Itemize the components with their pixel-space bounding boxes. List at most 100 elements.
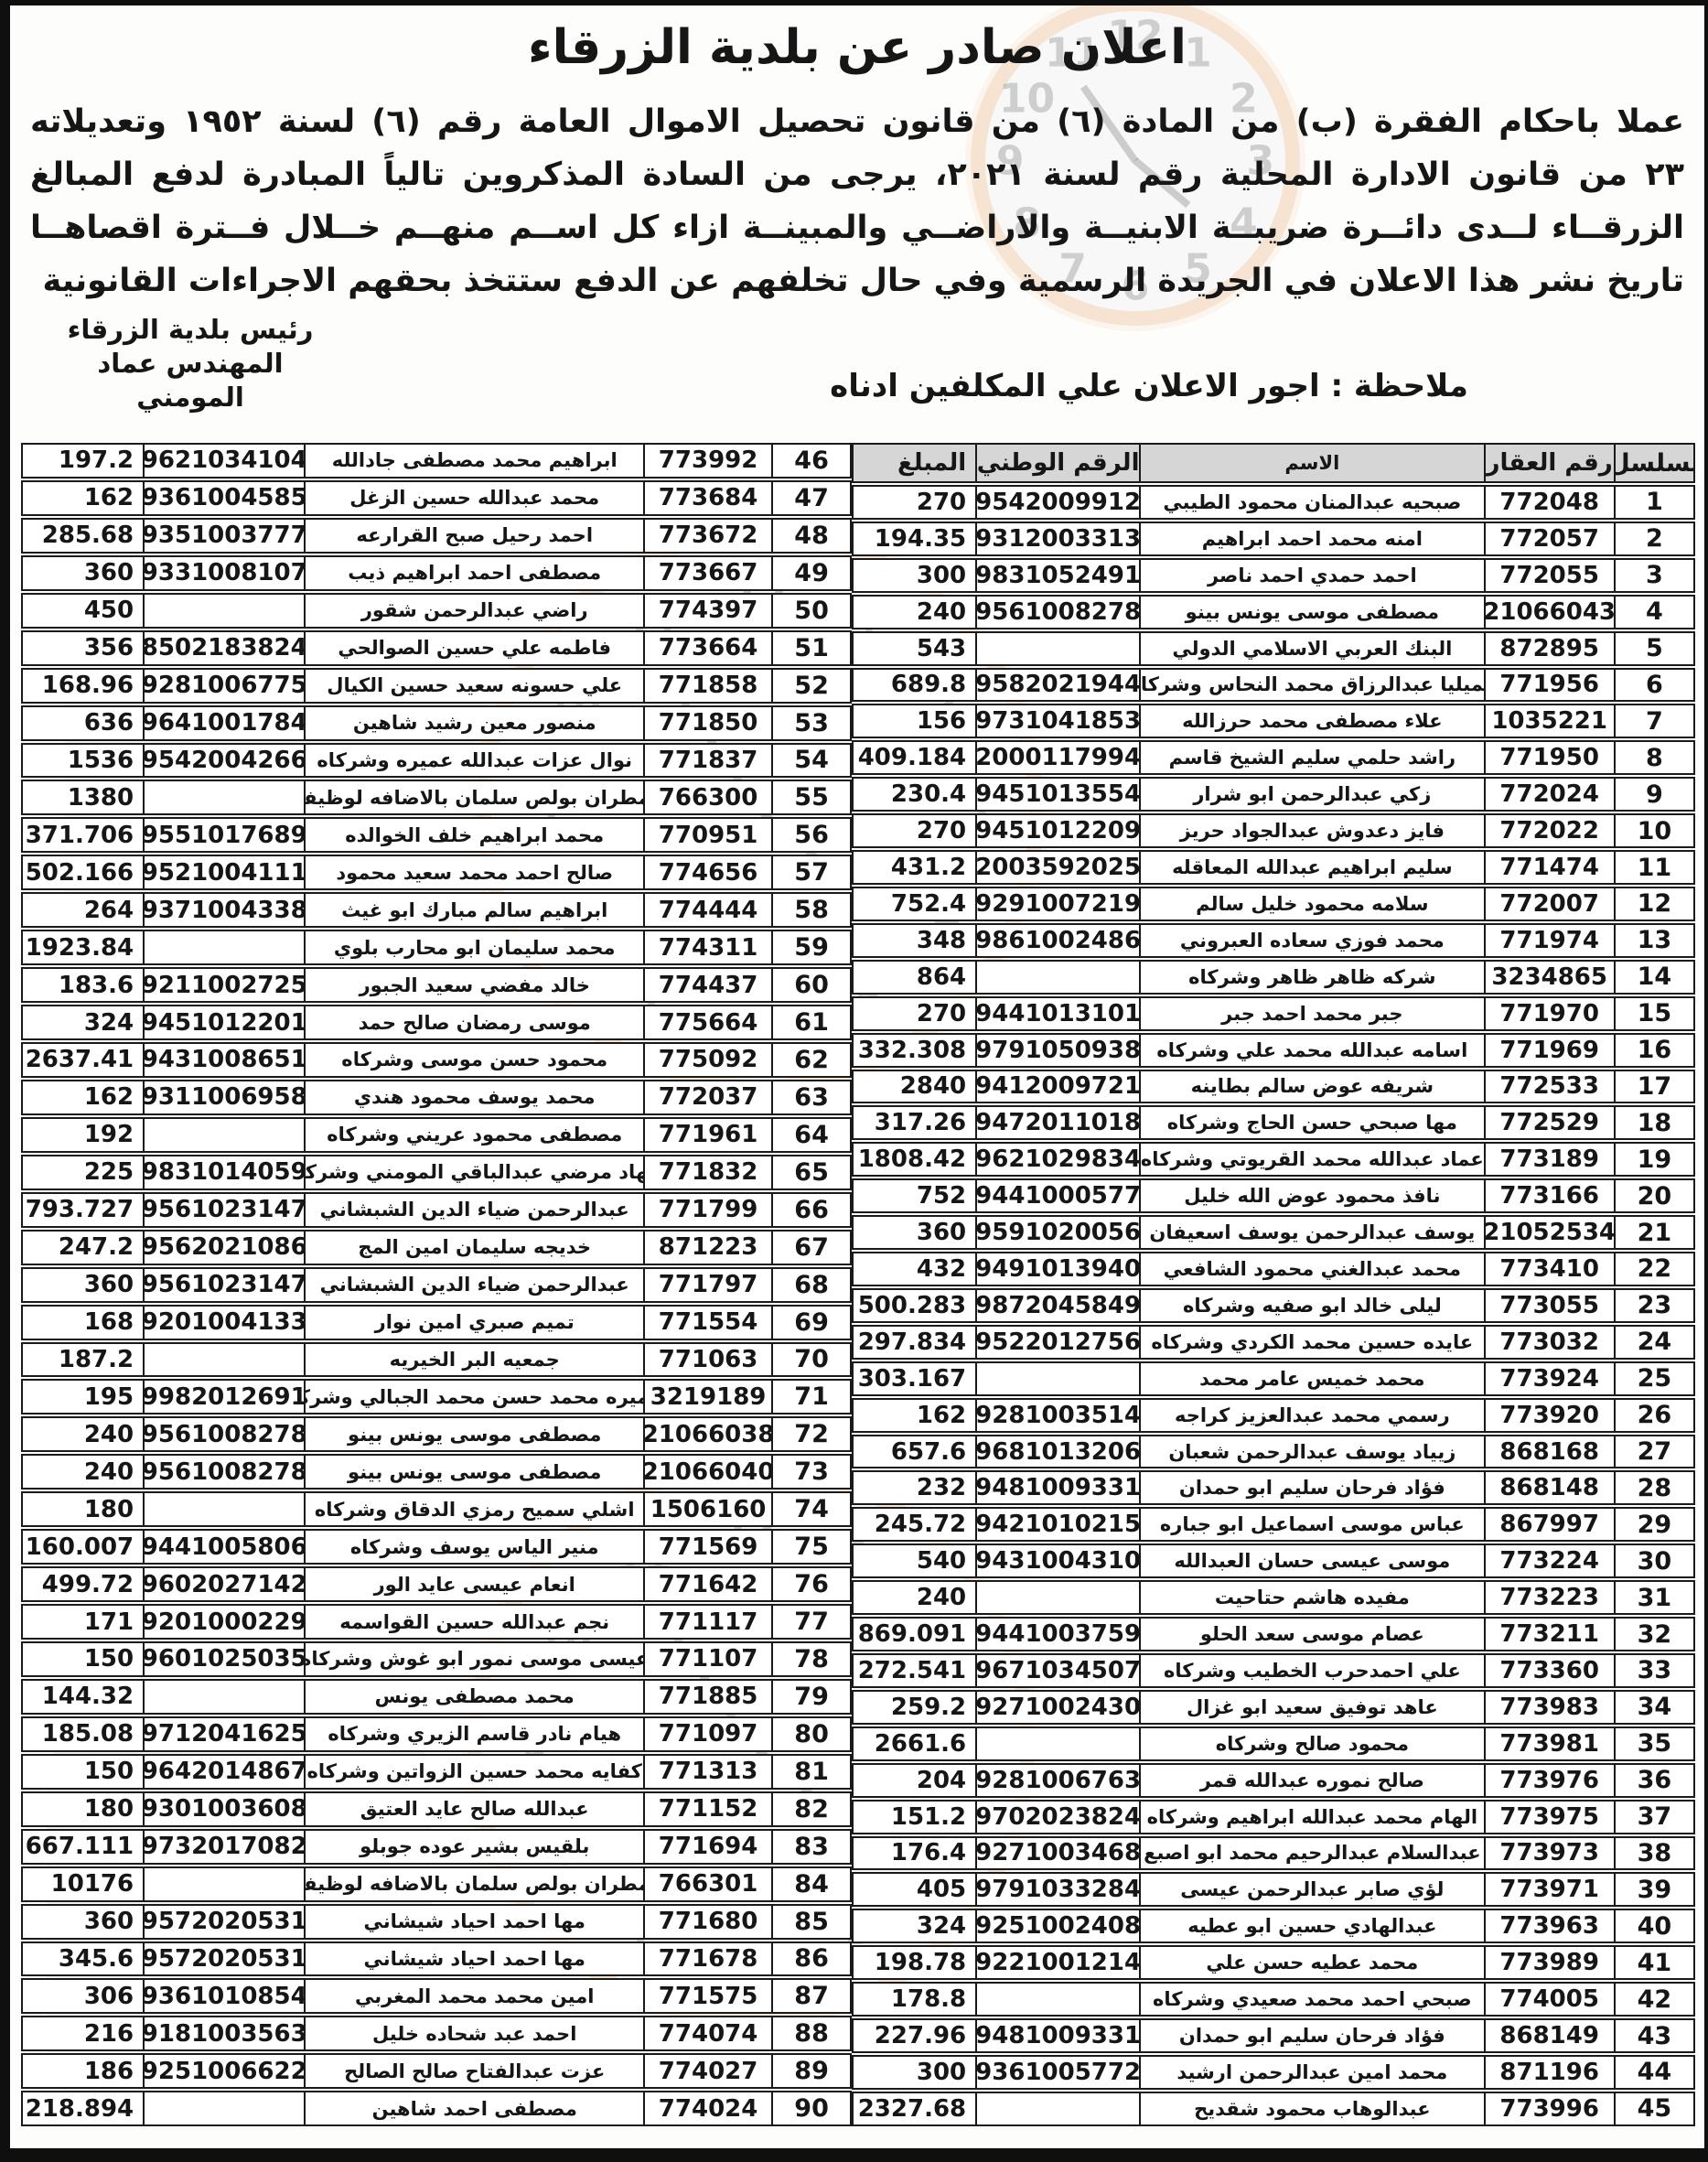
table-row: 17 772533 شريفه عوض سالم بطاينه 9412009721 2… [852,1069,1695,1104]
cell-property-number: 770951 [643,819,771,852]
header-cell-name: الاسم [1139,445,1484,481]
cell-national-id: 9521004111 [143,856,304,889]
cell-property-number: 773976 [1483,1764,1614,1796]
cell-name: امنه محمد احمد ابراهيم [1139,522,1483,554]
cell-national-id: 9271003468 [975,1837,1140,1869]
table-row: 15 771970 جبر محمد احمد جبر 9441013101 270 [852,995,1695,1031]
table-row: 48 773672 احمد رحيل صبح القرارعه 9351003777… [21,517,852,554]
cell-name: الهام محمد عبدالله ابراهيم وشركاه [1139,1801,1483,1833]
cell-name: كفايه محمد حسين الزواتين وشركاه [304,1755,643,1788]
cell-property-number: 772533 [1483,1070,1614,1103]
cell-name: اشلي سميح رمزي الدقاق وشركاه [304,1493,643,1526]
table-row: 28 868148 فؤاد فرحان سليم ابو حمدان 9481009… [852,1470,1695,1506]
cell-serial: 90 [771,2092,850,2125]
table-row: 72 21066038 مصطفى موسى يونس بينو 9561008278… [21,1416,852,1453]
cell-amount: 303.167 [857,1364,967,1393]
cell-amount: 540 [916,1547,967,1576]
table-row: 66 771799 عبدالرحمن ضياء الدين الشبشاني 956… [21,1191,852,1228]
cell-national-id: 9582021944 [975,669,1140,701]
cell-property-number: 773920 [1483,1399,1614,1431]
cell-serial: 63 [771,1081,850,1113]
cell-amount: 198.78 [874,1949,967,1977]
table-row: 52 771858 علي حسونه سعيد حسين الكيال 928100… [21,667,852,704]
cell-national-id: 9831052491 [975,559,1140,591]
cell-name: محمد فوزي سعاده العبروني [1139,924,1483,956]
cell-serial: 58 [771,894,850,927]
cell-name: راضي عبدالرحمن شقور [304,594,643,627]
cell-name: المطران بولص سلمان بالاضافه لوظيفته [304,781,643,814]
cell-name: مصطفى محمود عريني وشركاه [304,1118,643,1151]
cell-name: نافذ محمود عوض الله خليل [1139,1180,1483,1212]
cell-amount: 227.96 [874,2022,967,2050]
cell-property-number: 868149 [1483,2020,1614,2051]
cell-serial: 84 [771,1867,850,1900]
cell-name: مصطفى احمد ابراهيم ذيب [304,556,643,589]
cell-name: فؤاد فرحان سليم ابو حمدان [1139,2020,1483,2051]
cell-serial: 10 [1613,815,1693,847]
cell-name: عيسى موسى نمور ابو غوش وشركاه [304,1643,643,1675]
cell-amount: 180 [83,1795,134,1823]
cell-national-id: 9601025035 [143,1643,304,1675]
table-row: 713219189سميره محمد حسن محمد الجبالي وشر… [21,1379,852,1415]
cell-national-id [143,931,304,964]
table-row: 53 771850 منصور معين رشيد شاهين 9641001784 6… [21,705,852,741]
cell-amount: 667.111 [25,1833,134,1861]
cell-name: عبدالسلام عبدالرحيم محمد ابو اصبع [1139,1837,1483,1869]
cell-name: فايز دعدوش عبدالجواد حريز [1139,815,1483,847]
cell-serial: 33 [1613,1655,1693,1686]
cell-property-number: 771678 [643,1942,771,1975]
cell-amount: 2840 [899,1072,967,1101]
cell-property-number: 771956 [1483,669,1614,701]
cell-amount: 297.834 [857,1328,967,1356]
cell-name: محمود صالح وشركاه [1139,1727,1483,1759]
cell-national-id: 9522012756 [975,1326,1140,1358]
cell-serial: 7 [1613,705,1693,737]
cell-national-id: 9681013206 [975,1436,1140,1468]
cell-national-id: 9431004310 [975,1545,1140,1577]
table-row: 41 773989 محمد عطيه حسن علي 9221001214 198.7… [852,1945,1695,1981]
cell-amount: 2327.68 [857,2094,967,2123]
table-row: 63 772037 محمد يوسف محمود هندي 9311006958 16… [21,1079,852,1115]
cell-property-number: 771063 [643,1343,771,1376]
cell-national-id: 9441005806 [143,1531,304,1564]
body-line-2: ٢٣ من قانون الادارة المحلية رقم لسنة ٢٠٢… [30,156,1684,193]
table-row: 77 771117 نجم عبدالله حسين القواسمه 9201000… [21,1604,852,1640]
header-cell-serial: تسلسل [1613,445,1693,481]
table-row: 27 868168 زيياد يوسف عبدالرحمن شعبان 968101… [852,1434,1695,1469]
cell-name: هيام نادر قاسم الزيري وشركاه [304,1717,643,1750]
table-row: 67 871223 خديجه سليمان امين المج 9562021086… [21,1229,852,1265]
cell-amount: 543 [916,634,967,662]
cell-name: مها احمد احياد شيشاني [304,1942,643,1975]
cell-property-number: 772048 [1483,487,1614,518]
cell-property-number: 773684 [643,481,771,514]
table-row: 2 772057 امنه محمد احمد ابراهيم 9312003313 1… [852,521,1695,556]
cell-national-id: 9641001784 [143,706,304,739]
table-row: 62 775092 محمود حسن موسى وشركاه 9431008651 2… [21,1042,852,1078]
cell-serial: 49 [771,556,850,589]
cell-national-id: 9731041853 [975,705,1140,737]
cell-amount: 657.6 [890,1437,967,1466]
cell-serial: 56 [771,819,850,852]
cell-serial: 75 [771,1531,850,1564]
cell-amount: 156 [916,707,967,736]
cell-amount: 864 [916,963,967,991]
cell-name: احمد حمدي احمد ناصر [1139,559,1483,591]
fees-note: ملاحظة : اجور الاعلان علي المكلفين ادناه [830,368,1468,404]
table-row: 26 773920 رسمي محمد عبدالعزيز كراجه 9281003… [852,1397,1695,1433]
cell-property-number: 1035221 [1483,705,1614,737]
cell-serial: 51 [771,631,850,664]
cell-serial: 82 [771,1792,850,1825]
cell-property-number: 773963 [1483,1910,1614,1942]
cell-name: خالد مفضي سعيد الجبور [304,969,643,1002]
cell-name: عبدالرحمن ضياء الدين الشبشاني [304,1268,643,1301]
cell-serial: 65 [771,1156,850,1189]
cell-name: محمد خميس عامر محمد [1139,1362,1483,1394]
cell-amount: 162 [916,1401,967,1429]
cell-amount: 240 [916,597,967,626]
table-row: 20 773166 نافذ محمود عوض الله خليل 94410005… [852,1178,1695,1214]
table-row: 42 774005 صبحي احمد محمد صعيدي وشركاه 178.8 [852,1982,1695,2017]
table-row: 7 1035221 علاء مصطفى محمد حرزالله 973104185… [852,704,1695,739]
table-row: 36 773976 صالح نموره عبدالله قمر 9281006763… [852,1762,1695,1798]
cell-name: فاطمه علي حسين الصوالحي [304,631,643,664]
